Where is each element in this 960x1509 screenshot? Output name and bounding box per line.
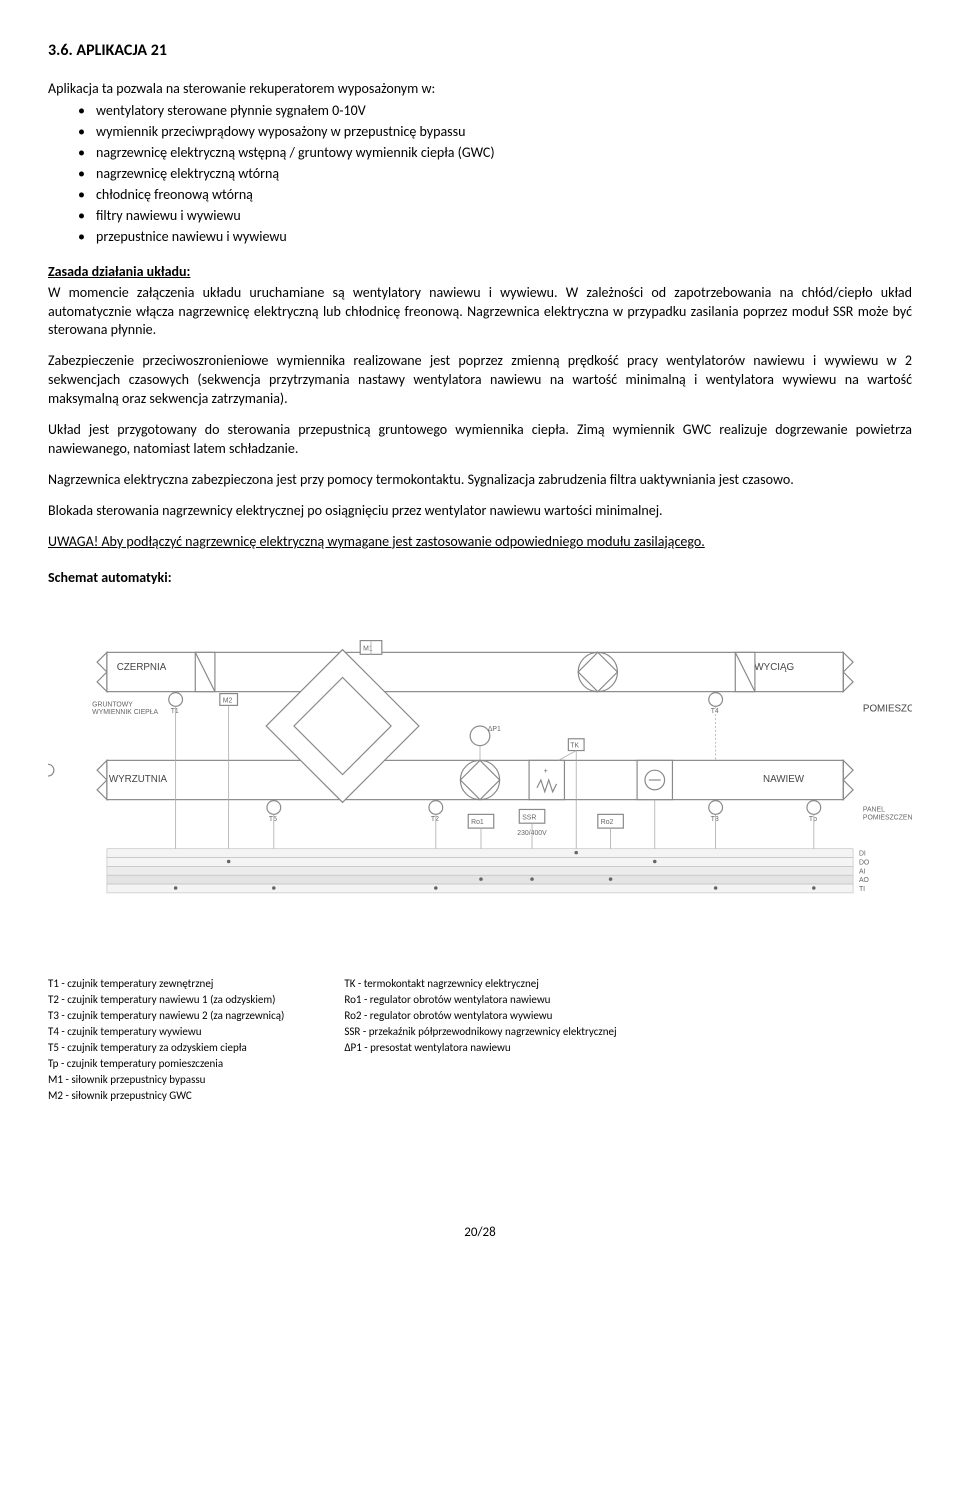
legend-item: SSR - przekaźnik półprzewodnikowy nagrze… bbox=[344, 1024, 616, 1040]
svg-text:AI: AI bbox=[859, 869, 866, 876]
paragraph: Układ jest przygotowany do sterowania pr… bbox=[48, 421, 912, 459]
zasada-label: Zasada działania układu: bbox=[48, 263, 912, 282]
list-item: nagrzewnicę elektryczną wtórną bbox=[96, 165, 912, 184]
list-item: nagrzewnicę elektryczną wstępną / grunto… bbox=[96, 144, 912, 163]
label-gwc: GRUNTOWY bbox=[92, 702, 133, 709]
svg-text:T5: T5 bbox=[269, 817, 277, 824]
sensor: T1 M2 T2 T3 T4 T5 Tp bbox=[169, 693, 821, 824]
svg-text:T1: T1 bbox=[171, 709, 179, 716]
list-item: filtry nawiewu i wywiewu bbox=[96, 207, 912, 226]
svg-text:T2: T2 bbox=[431, 817, 439, 824]
svg-text:DI: DI bbox=[859, 851, 866, 858]
legend-right: TK - termokontakt nagrzewnicy elektryczn… bbox=[344, 976, 616, 1104]
paragraph: Nagrzewnica elektryczna zabezpieczona je… bbox=[48, 471, 912, 490]
automation-schematic: CZERPNIA GRUNTOWY WYMIENNIK CIEPŁA WYRZU… bbox=[48, 610, 912, 950]
legend: T1 - czujnik temperatury zewnętrznej T2 … bbox=[48, 976, 912, 1104]
schema-label: Schemat automatyki: bbox=[48, 569, 912, 588]
svg-text:T3: T3 bbox=[711, 817, 719, 824]
legend-item: TK - termokontakt nagrzewnicy elektryczn… bbox=[344, 976, 616, 992]
list-item: wymiennik przeciwprądowy wyposażony w pr… bbox=[96, 123, 912, 142]
label-nawiew: NAWIEW bbox=[763, 774, 805, 785]
feature-list: wentylatory sterowane płynnie sygnałem 0… bbox=[48, 102, 912, 246]
svg-text:Tp: Tp bbox=[809, 817, 817, 824]
svg-text:POMIESZCZENIOWY: POMIESZCZENIOWY bbox=[863, 815, 912, 822]
legend-item: T3 - czujnik temperatury nawiewu 2 (za n… bbox=[48, 1008, 284, 1024]
page-footer: 20/28 bbox=[48, 1224, 912, 1242]
legend-item: ΔP1 - presostat wentylatora nawiewu bbox=[344, 1040, 616, 1056]
legend-item: M2 - siłownik przepustnicy GWC bbox=[48, 1088, 284, 1104]
legend-item: T5 - czujnik temperatury za odzyskiem ci… bbox=[48, 1040, 284, 1056]
label-panel: PANEL bbox=[863, 807, 885, 814]
legend-item: Ro2 - regulator obrotów wentylatora wywi… bbox=[344, 1008, 616, 1024]
label-ap1: ΔP1 bbox=[488, 726, 501, 733]
legend-item: T2 - czujnik temperatury nawiewu 1 (za o… bbox=[48, 992, 284, 1008]
label-wyciag: WYCIĄG bbox=[754, 662, 794, 673]
label-czerpnia: CZERPNIA bbox=[117, 662, 167, 673]
label-m1: M1 bbox=[363, 646, 373, 653]
legend-item: T1 - czujnik temperatury zewnętrznej bbox=[48, 976, 284, 992]
svg-text:DO: DO bbox=[859, 860, 869, 867]
svg-text:WYMIENNIK CIEPŁA: WYMIENNIK CIEPŁA bbox=[92, 710, 158, 717]
legend-left: T1 - czujnik temperatury zewnętrznej T2 … bbox=[48, 976, 284, 1104]
label-wyrzutnia: WYRZUTNIA bbox=[109, 774, 168, 785]
list-item: przepustnice nawiewu i wywiewu bbox=[96, 228, 912, 247]
label-tk: TK bbox=[570, 743, 579, 750]
intro-text: Aplikacja ta pozwala na sterowanie rekup… bbox=[48, 80, 912, 99]
io-bus: DI DO AI AO TI bbox=[107, 849, 869, 893]
paragraph: Blokada sterowania nagrzewnicy elektrycz… bbox=[48, 502, 912, 521]
svg-text:AO: AO bbox=[859, 877, 869, 884]
legend-item: M1 - siłownik przepustnicy bypassu bbox=[48, 1072, 284, 1088]
paragraph: Zabezpieczenie przeciwoszronieniowe wymi… bbox=[48, 352, 912, 409]
legend-item: Ro1 - regulator obrotów wentylatora nawi… bbox=[344, 992, 616, 1008]
svg-text:+: + bbox=[544, 768, 548, 775]
page-heading: 3.6. APLIKACJA 21 bbox=[48, 40, 912, 62]
label-pomieszczenia: POMIESZCZENIA bbox=[863, 704, 912, 715]
svg-text:SSR: SSR bbox=[522, 815, 536, 822]
svg-text:Ro1: Ro1 bbox=[471, 819, 484, 826]
svg-text:M2: M2 bbox=[223, 698, 233, 705]
svg-text:T4: T4 bbox=[711, 709, 719, 716]
list-item: chłodnicę freonową wtórną bbox=[96, 186, 912, 205]
svg-text:TI: TI bbox=[859, 886, 865, 893]
paragraph: W momencie załączenia układu uruchamiane… bbox=[48, 284, 912, 341]
warning-text: UWAGA! Aby podłączyć nagrzewnicę elektry… bbox=[48, 533, 912, 552]
svg-text:Ro2: Ro2 bbox=[601, 819, 614, 826]
legend-item: Tp - czujnik temperatury pomieszczenia bbox=[48, 1056, 284, 1072]
list-item: wentylatory sterowane płynnie sygnałem 0… bbox=[96, 102, 912, 121]
legend-item: T4 - czujnik temperatury wywiewu bbox=[48, 1024, 284, 1040]
